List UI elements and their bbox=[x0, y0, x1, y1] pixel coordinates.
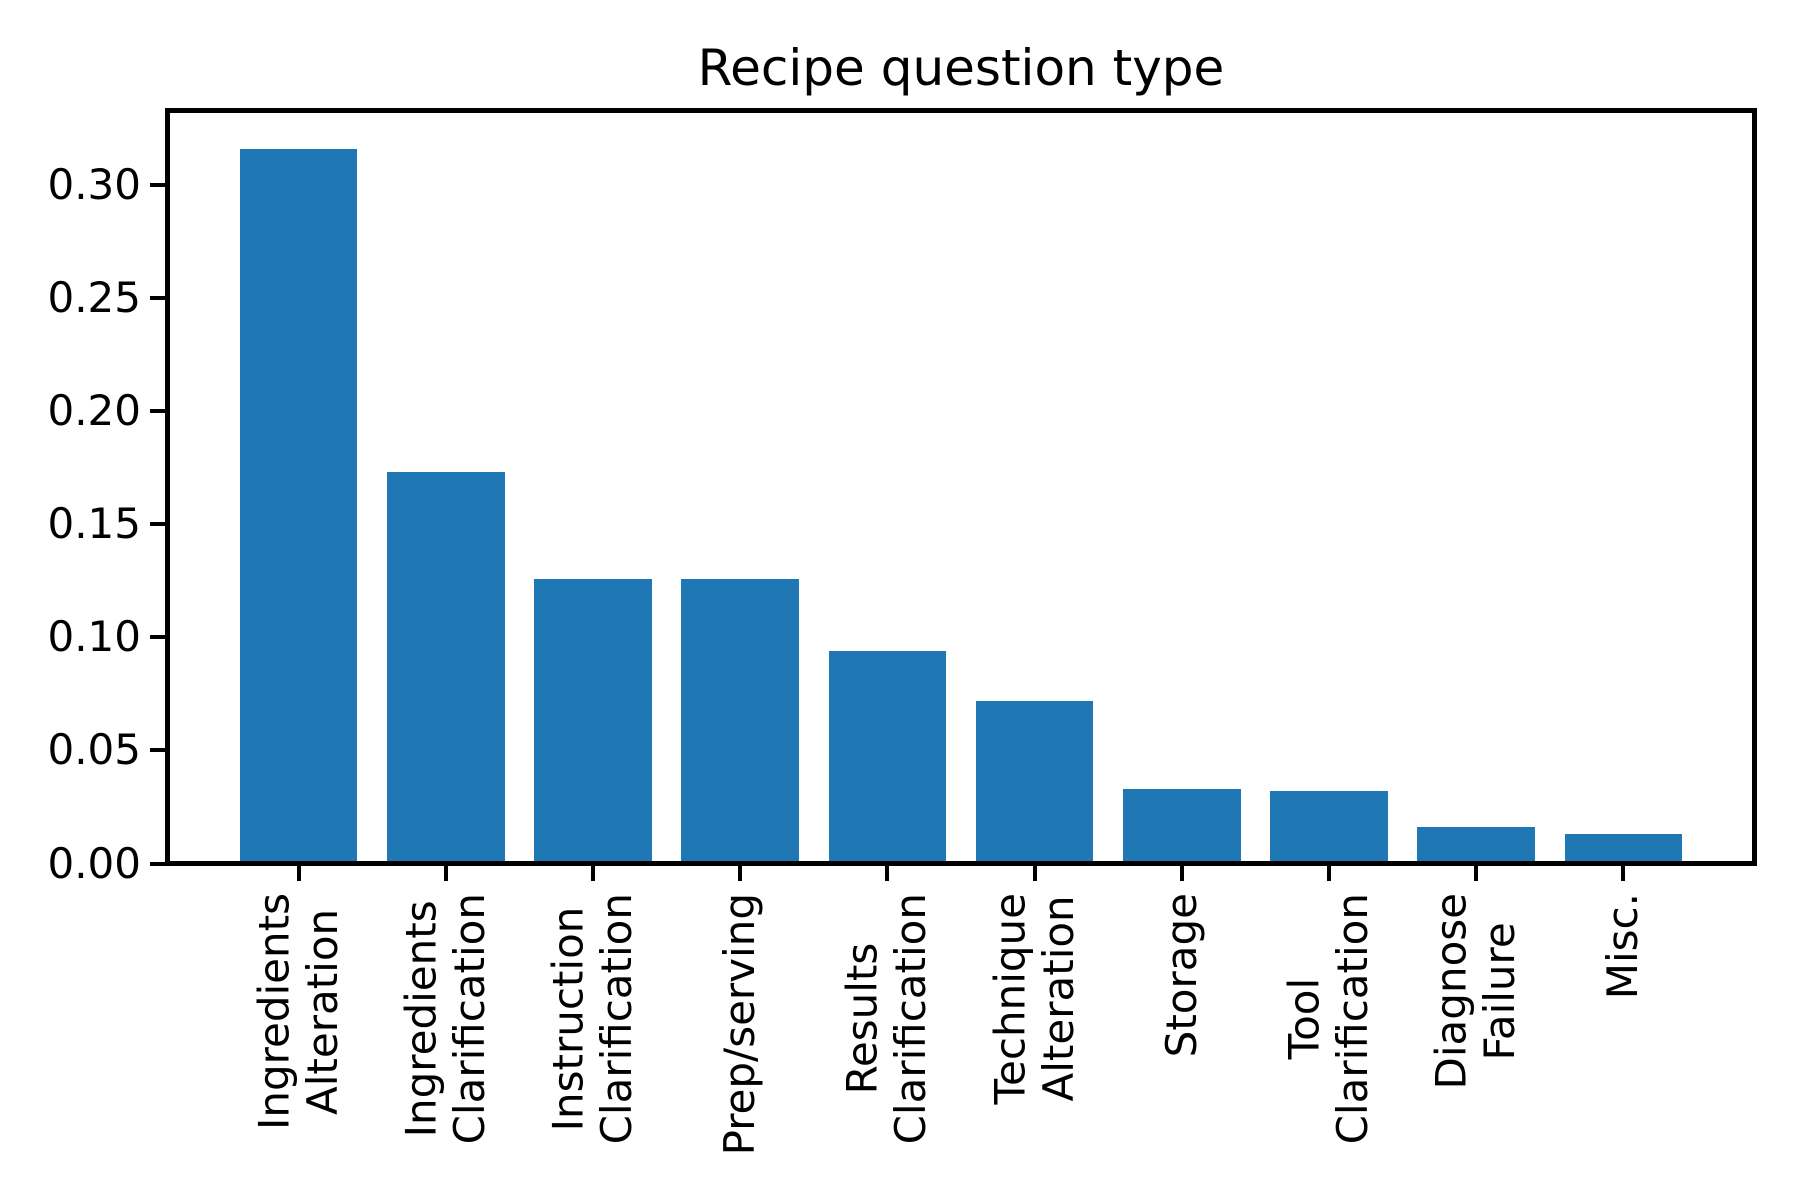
bar bbox=[975, 700, 1094, 861]
y-axis-tick bbox=[150, 522, 165, 527]
x-tick-label: Technique Alteration bbox=[985, 893, 1083, 1105]
x-tick-label: Misc. bbox=[1598, 893, 1648, 1000]
x-axis-tick bbox=[885, 866, 890, 881]
x-tick-label: Tool Clarification bbox=[1279, 893, 1378, 1145]
x-axis-tick bbox=[590, 866, 595, 881]
bar bbox=[1122, 788, 1241, 861]
y-tick-label: 0.20 bbox=[47, 386, 141, 436]
y-tick-label: 0.10 bbox=[47, 612, 141, 662]
x-axis-tick bbox=[296, 866, 301, 881]
y-axis-tick bbox=[150, 635, 165, 640]
x-axis-tick bbox=[1032, 866, 1037, 881]
x-tick-label: Ingredients Alteration bbox=[249, 893, 347, 1130]
x-tick-label: Storage bbox=[1156, 893, 1206, 1058]
y-axis-tick bbox=[150, 409, 165, 414]
y-tick-label: 0.25 bbox=[47, 273, 141, 323]
x-tick-label: Results Clarification bbox=[838, 893, 936, 1145]
x-axis-tick bbox=[1474, 866, 1479, 881]
bar bbox=[681, 578, 800, 861]
chart-title: Recipe question type bbox=[697, 39, 1225, 97]
y-tick-label: 0.05 bbox=[47, 725, 141, 775]
x-axis-tick bbox=[443, 866, 448, 881]
y-axis-tick bbox=[150, 748, 165, 753]
x-axis-tick bbox=[1327, 866, 1332, 881]
y-tick-label: 0.30 bbox=[47, 160, 141, 210]
y-tick-label: 0.00 bbox=[47, 838, 141, 888]
x-axis-tick bbox=[1621, 866, 1626, 881]
x-axis-tick bbox=[738, 866, 743, 881]
bar bbox=[828, 650, 947, 861]
x-tick-label: Diagnose Failure bbox=[1426, 893, 1525, 1090]
bar bbox=[534, 578, 652, 861]
y-axis-tick bbox=[150, 183, 165, 188]
x-tick-label: Ingredients Clarification bbox=[396, 893, 494, 1145]
y-tick-label: 0.15 bbox=[47, 499, 141, 549]
x-tick-label: Prep/serving bbox=[715, 893, 765, 1156]
y-axis-tick bbox=[150, 296, 165, 301]
bar bbox=[386, 472, 505, 861]
x-axis-tick bbox=[1179, 866, 1184, 881]
bar bbox=[239, 148, 358, 861]
x-tick-label: Instruction Clarification bbox=[543, 893, 641, 1145]
bar bbox=[1564, 834, 1683, 861]
bar bbox=[1417, 827, 1536, 861]
y-axis-tick bbox=[150, 861, 165, 866]
bar bbox=[1270, 791, 1388, 861]
